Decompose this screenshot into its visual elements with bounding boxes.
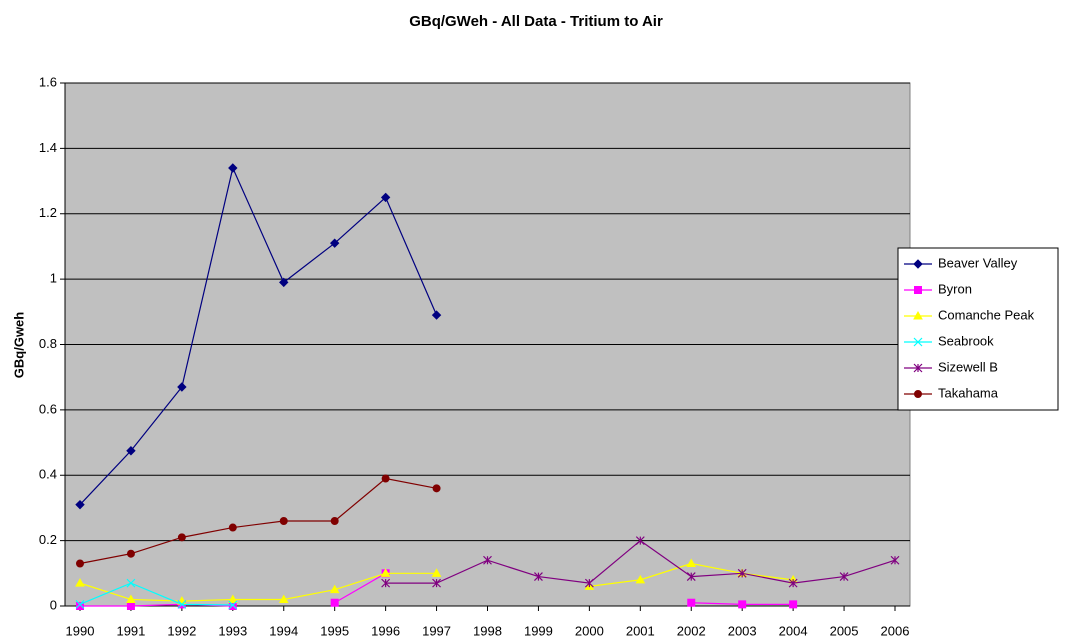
marker <box>279 517 288 526</box>
x-tick-label: 2006 <box>881 623 910 638</box>
marker <box>228 163 238 173</box>
marker <box>431 310 442 320</box>
marker <box>890 555 900 565</box>
marker <box>279 277 289 288</box>
x-tick-label: 2004 <box>779 623 808 638</box>
marker <box>534 572 543 582</box>
marker <box>381 474 390 483</box>
marker <box>584 578 594 588</box>
marker <box>737 568 747 578</box>
marker <box>686 558 697 568</box>
x-tick-label: 2005 <box>830 623 859 638</box>
x-tick-label: 2001 <box>626 623 655 638</box>
legend-box <box>897 247 1059 411</box>
x-tick-label: 1990 <box>66 623 95 638</box>
marker <box>228 600 238 610</box>
x-tick-label: 2002 <box>677 623 706 638</box>
marker <box>789 600 798 609</box>
marker <box>431 568 442 577</box>
legend-label: Takahama <box>938 385 999 400</box>
marker <box>75 578 85 587</box>
y-tick-label: 0 <box>50 597 57 612</box>
marker <box>380 192 391 203</box>
marker <box>228 523 237 532</box>
series-line <box>79 477 437 565</box>
marker <box>788 578 798 588</box>
y-axis-title: GBq/Gweh <box>11 312 26 379</box>
marker <box>914 390 922 398</box>
marker <box>635 536 645 546</box>
y-tick-label: 0.6 <box>39 401 57 416</box>
marker <box>329 584 340 594</box>
legend-label: Byron <box>938 281 972 296</box>
chart-title: GBq/GWeh - All Data - Tritium to Air <box>409 13 663 30</box>
marker <box>839 572 849 582</box>
marker <box>432 484 441 493</box>
marker <box>126 602 135 610</box>
marker <box>330 598 339 607</box>
y-tick-label: 0.4 <box>39 467 57 482</box>
marker <box>380 568 391 577</box>
marker <box>432 578 441 588</box>
y-tick-label: 1.4 <box>39 140 57 155</box>
marker <box>177 533 186 542</box>
marker <box>177 599 187 609</box>
x-tick-label: 1999 <box>524 623 553 638</box>
legend-label: Comanche Peak <box>938 307 1035 322</box>
x-tick-label: 1997 <box>422 623 451 638</box>
marker <box>635 574 646 584</box>
marker <box>126 446 136 456</box>
marker <box>75 499 85 510</box>
marker <box>126 578 136 588</box>
marker <box>76 559 84 568</box>
y-tick-label: 0.8 <box>39 336 57 351</box>
x-tick-label: 1994 <box>269 623 298 638</box>
marker <box>126 549 135 558</box>
marker <box>913 363 923 373</box>
y-tick-label: 1.6 <box>39 74 57 89</box>
marker <box>228 602 237 610</box>
y-tick-label: 0.2 <box>39 532 57 547</box>
marker <box>278 594 289 603</box>
x-tick-label: 1998 <box>473 623 502 638</box>
marker <box>913 337 923 347</box>
x-tick-label: 2003 <box>728 623 757 638</box>
series-line <box>79 582 233 606</box>
marker <box>75 599 85 609</box>
marker <box>126 594 136 603</box>
marker <box>913 259 923 269</box>
series-line <box>79 166 438 506</box>
x-tick-label: 1991 <box>116 623 145 638</box>
legend-label: Seabrook <box>938 333 994 348</box>
marker <box>330 517 339 526</box>
marker <box>177 382 187 392</box>
legend-label: Beaver Valley <box>938 255 1018 270</box>
x-tick-label: 1995 <box>320 623 349 638</box>
y-tick-label: 1 <box>50 271 57 286</box>
marker <box>914 286 922 294</box>
marker <box>483 555 492 565</box>
legend-label: Sizewell B <box>938 359 998 374</box>
marker <box>381 578 391 588</box>
x-tick-label: 1996 <box>371 623 400 638</box>
marker <box>913 310 923 320</box>
x-tick-label: 2000 <box>575 623 604 638</box>
marker <box>76 602 84 610</box>
y-tick-label: 1.2 <box>39 205 57 220</box>
marker <box>227 594 238 603</box>
x-tick-label: 1992 <box>167 623 196 638</box>
marker <box>686 572 696 582</box>
marker <box>738 600 747 609</box>
marker <box>329 238 340 248</box>
x-tick-label: 1993 <box>218 623 247 638</box>
marker <box>687 598 696 607</box>
